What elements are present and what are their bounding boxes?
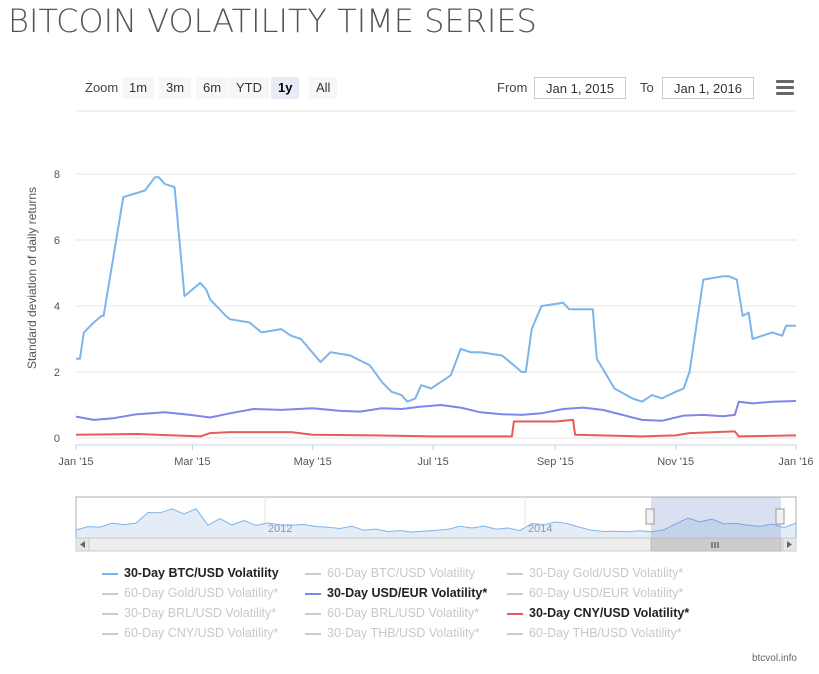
zoom-3m-button[interactable]: 3m [159, 77, 192, 99]
legend-swatch [305, 572, 321, 575]
to-label: To [640, 80, 654, 95]
legend-label: 30-Day BTC/USD Volatility [124, 566, 279, 580]
navigator[interactable]: 2012 2014 [75, 496, 797, 539]
navigator-right-handle[interactable] [775, 508, 785, 525]
y-tick-label: 8 [54, 169, 60, 181]
legend-swatch [507, 632, 523, 635]
legend-item[interactable]: 30-Day THB/USD Volatility* [305, 626, 480, 640]
from-date-input[interactable]: Jan 1, 2015 [534, 77, 626, 99]
legend-label: 30-Day BRL/USD Volatility* [124, 606, 277, 620]
legend-item[interactable]: 60-Day THB/USD Volatility* [507, 626, 682, 640]
navigator-series [75, 508, 797, 539]
chart-series [75, 176, 797, 438]
legend-swatch [102, 572, 118, 575]
x-tick-label: Mar '15 [174, 456, 210, 468]
legend-label: 60-Day CNY/USD Volatility* [124, 626, 279, 640]
legend-item[interactable]: 30-Day CNY/USD Volatility* [507, 606, 689, 620]
legend-label: 60-Day THB/USD Volatility* [529, 626, 682, 640]
legend-item[interactable]: 30-Day BTC/USD Volatility [102, 566, 279, 580]
x-tick-label: Jul '15 [417, 456, 448, 468]
legend-label: 60-Day BTC/USD Volatility [327, 566, 475, 580]
legend-label: 60-Day BRL/USD Volatility* [327, 606, 480, 620]
y-tick-label: 6 [54, 235, 60, 247]
legend-label: 60-Day USD/EUR Volatility* [529, 586, 684, 600]
navigator-tick-label: 2014 [528, 523, 552, 535]
zoom-1y-button[interactable]: 1y [271, 77, 300, 99]
legend-label: 30-Day CNY/USD Volatility* [529, 606, 690, 620]
legend-label: 60-Day Gold/USD Volatility* [124, 586, 279, 600]
series-line-0[interactable] [76, 176, 796, 403]
chevron-right-icon [787, 541, 792, 548]
scrollbar-thumb[interactable] [650, 537, 782, 552]
to-date-input[interactable]: Jan 1, 2016 [662, 77, 754, 99]
credit-link[interactable]: btcvol.info [751, 653, 797, 664]
legend-item[interactable]: 30-Day Gold/USD Volatility* [507, 566, 683, 580]
x-tick-label: Sep '15 [537, 456, 574, 468]
x-tick-label: Nov '15 [657, 456, 694, 468]
zoom-6m-button[interactable]: 6m [196, 77, 229, 99]
zoom-all-button[interactable]: All [309, 77, 338, 99]
navigator-selected-range[interactable] [651, 497, 781, 538]
legend-swatch [507, 572, 523, 575]
zoom-label: Zoom [85, 80, 119, 95]
x-tick-label: Jan '15 [58, 456, 93, 468]
page-title: BITCOIN VOLATILITY TIME SERIES [8, 2, 537, 40]
navigator-left-handle[interactable] [645, 508, 655, 525]
legend-item[interactable]: 60-Day BTC/USD Volatility [305, 566, 475, 580]
x-tick-label: Jan '16 [778, 456, 813, 468]
from-label: From [497, 80, 528, 95]
chart-grid [76, 110, 796, 439]
legend-swatch [102, 632, 118, 635]
chevron-left-icon [80, 541, 85, 548]
legend-swatch [102, 612, 118, 615]
legend-label: 30-Day THB/USD Volatility* [327, 626, 480, 640]
y-axis-label: Standard deviation of daily returns [25, 187, 39, 369]
legend-item[interactable]: 60-Day USD/EUR Volatility* [507, 586, 683, 600]
legend-item[interactable]: 30-Day USD/EUR Volatility* [305, 586, 487, 600]
legend-swatch [507, 592, 523, 595]
main-chart: 0 2 4 6 8 Jan '15 Mar '15 May '15 Jul '15 Sep '1… [25, 110, 814, 552]
zoom-ytd-button[interactable]: YTD [229, 77, 269, 99]
legend-item[interactable]: 30-Day BRL/USD Volatility* [102, 606, 276, 620]
legend-swatch [305, 632, 321, 635]
y-tick-label: 0 [54, 433, 60, 445]
legend-swatch [102, 592, 118, 595]
legend-item[interactable]: 60-Day BRL/USD Volatility* [305, 606, 479, 620]
y-tick-label: 4 [54, 301, 60, 313]
legend-label: 30-Day Gold/USD Volatility* [529, 566, 684, 580]
navigator-tick-label: 2012 [268, 523, 292, 535]
legend-swatch [507, 612, 523, 615]
legend-swatch [305, 612, 321, 615]
y-axis-ticks: 0 2 4 6 8 [54, 169, 60, 445]
series-line-2[interactable] [75, 418, 797, 438]
x-tick-label: May '15 [294, 456, 332, 468]
menu-icon[interactable] [776, 80, 794, 96]
y-tick-label: 2 [54, 367, 60, 379]
zoom-1m-button[interactable]: 1m [122, 77, 155, 99]
series-line-1[interactable] [75, 400, 797, 422]
legend-item[interactable]: 60-Day Gold/USD Volatility* [102, 586, 278, 600]
scrollbar[interactable] [75, 537, 797, 552]
legend-item[interactable]: 60-Day CNY/USD Volatility* [102, 626, 278, 640]
x-axis-ticks: Jan '15 Mar '15 May '15 Jul '15 Sep '15 Nov '… [58, 445, 814, 468]
legend-label: 30-Day USD/EUR Volatility* [327, 586, 488, 600]
legend-swatch [305, 592, 321, 595]
